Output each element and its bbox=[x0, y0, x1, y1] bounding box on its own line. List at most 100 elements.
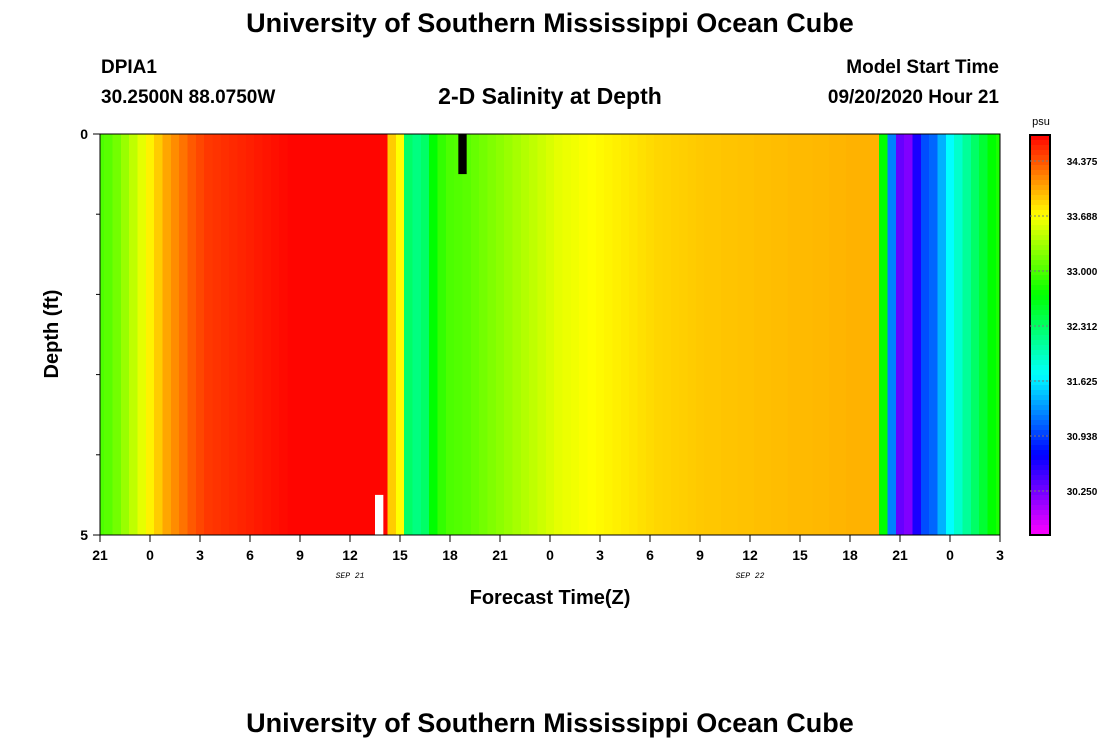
colorbar-segment bbox=[1030, 415, 1050, 421]
plot-title: 2-D Salinity at Depth bbox=[438, 83, 662, 109]
colorbar-segment bbox=[1030, 250, 1050, 256]
heatmap-cell bbox=[312, 134, 322, 535]
colorbar-segment bbox=[1030, 225, 1050, 231]
heatmap-cell bbox=[270, 134, 280, 535]
colorbar-segment bbox=[1030, 345, 1050, 351]
heatmap-cell bbox=[595, 134, 605, 535]
colorbar-segment bbox=[1030, 510, 1050, 516]
heatmap-cell bbox=[287, 134, 297, 535]
heatmap-cell bbox=[954, 134, 964, 535]
heatmap-cell bbox=[445, 134, 455, 535]
heatmap-cell bbox=[645, 134, 655, 535]
colorbar-segment bbox=[1030, 375, 1050, 381]
y-tick-label: 5 bbox=[80, 527, 88, 543]
colorbar-segment bbox=[1030, 450, 1050, 456]
heatmap-cell bbox=[729, 134, 739, 535]
colorbar-segment bbox=[1030, 300, 1050, 306]
heatmap-cell bbox=[354, 134, 364, 535]
colorbar-segment bbox=[1030, 135, 1050, 141]
model-start-label: Model Start Time bbox=[846, 57, 999, 78]
heatmap-cell bbox=[629, 134, 639, 535]
heatmap-cell bbox=[337, 134, 347, 535]
heatmap-cell bbox=[787, 134, 797, 535]
heatmap-cell bbox=[887, 134, 897, 535]
colorbar-segment bbox=[1030, 210, 1050, 216]
x-tick-label: 15 bbox=[792, 547, 808, 563]
black-bar bbox=[458, 134, 467, 175]
colorbar-label: 31.625 bbox=[1067, 377, 1098, 388]
heatmap-cell bbox=[395, 134, 405, 535]
date-label: SEP 22 bbox=[736, 572, 765, 581]
colorbar-segment bbox=[1030, 305, 1050, 311]
colorbar-segment bbox=[1030, 230, 1050, 236]
colorbar-label: 30.250 bbox=[1067, 487, 1098, 498]
heatmap-cell bbox=[237, 134, 247, 535]
heatmap-cell bbox=[345, 134, 355, 535]
colorbar-frame bbox=[1029, 134, 1051, 536]
colorbar-segment bbox=[1030, 190, 1050, 196]
heatmap-cell bbox=[920, 134, 930, 535]
heatmap-cell bbox=[504, 134, 514, 535]
station-id: DPIA1 bbox=[101, 57, 157, 78]
colorbar-segment bbox=[1030, 440, 1050, 446]
heatmap-cell bbox=[820, 134, 830, 535]
colorbar-segment bbox=[1030, 140, 1050, 146]
heatmap-cell bbox=[320, 134, 330, 535]
colorbar-unit: psu bbox=[1032, 116, 1050, 128]
colorbar-segment bbox=[1030, 205, 1050, 211]
heatmap-cell bbox=[212, 134, 222, 535]
colorbar-segment bbox=[1030, 385, 1050, 391]
heatmap-cell bbox=[412, 134, 422, 535]
colorbar-segment bbox=[1030, 280, 1050, 286]
colorbar-label: 34.375 bbox=[1067, 157, 1098, 168]
heatmap-cell bbox=[462, 134, 472, 535]
heatmap-cell bbox=[945, 134, 955, 535]
heatmap-cell bbox=[387, 134, 397, 535]
colorbar-segment bbox=[1030, 425, 1050, 431]
heatmap-cell bbox=[712, 134, 722, 535]
x-axis: 21 0 3 6 9 12 15 18 21 0 3 6 9 12 15 18 21 0 3 SEP 21 SEP 22 bbox=[92, 535, 1004, 581]
colorbar-label: 32.312 bbox=[1067, 322, 1098, 333]
heatmap-cell bbox=[179, 134, 189, 535]
colorbar-segment bbox=[1030, 435, 1050, 441]
heatmap-cell bbox=[720, 134, 730, 535]
heatmap-cell bbox=[679, 134, 689, 535]
heatmap-cell bbox=[529, 134, 539, 535]
heatmap-cell bbox=[979, 134, 989, 535]
heatmap-cell bbox=[554, 134, 564, 535]
heatmap-cell bbox=[254, 134, 264, 535]
colorbar-segment bbox=[1030, 515, 1050, 521]
colorbar-segment bbox=[1030, 470, 1050, 476]
colorbar-segment bbox=[1030, 295, 1050, 301]
x-tick-label: 0 bbox=[946, 547, 954, 563]
colorbar-segment bbox=[1030, 530, 1050, 536]
heatmap-cell bbox=[220, 134, 230, 535]
heatmap-cell bbox=[304, 134, 314, 535]
colorbar-segment bbox=[1030, 315, 1050, 321]
x-tick-label: 6 bbox=[646, 547, 654, 563]
x-tick-label: 0 bbox=[146, 547, 154, 563]
heatmap-cell bbox=[187, 134, 197, 535]
heatmap-cell bbox=[870, 134, 880, 535]
heatmap-cell bbox=[845, 134, 855, 535]
heatmap-cell bbox=[929, 134, 939, 535]
heatmap-cell bbox=[854, 134, 864, 535]
colorbar-segment bbox=[1030, 480, 1050, 486]
colorbar-segment bbox=[1030, 430, 1050, 436]
heatmap-cell bbox=[429, 134, 439, 535]
heatmap-cell bbox=[454, 134, 464, 535]
colorbar-segment bbox=[1030, 445, 1050, 451]
x-tick-label: 3 bbox=[996, 547, 1004, 563]
heatmap-cell bbox=[620, 134, 630, 535]
heatmap-cell bbox=[804, 134, 814, 535]
colorbar-segment bbox=[1030, 490, 1050, 496]
page-title: University of Southern Mississippi Ocean… bbox=[246, 8, 854, 38]
heatmap-cell bbox=[404, 134, 414, 535]
heatmap-cell bbox=[329, 134, 339, 535]
colorbar-segment bbox=[1030, 525, 1050, 531]
colorbar-segment bbox=[1030, 200, 1050, 206]
heatmap-cell bbox=[495, 134, 505, 535]
colorbar-segment bbox=[1030, 255, 1050, 261]
x-tick-label: 21 bbox=[92, 547, 108, 563]
